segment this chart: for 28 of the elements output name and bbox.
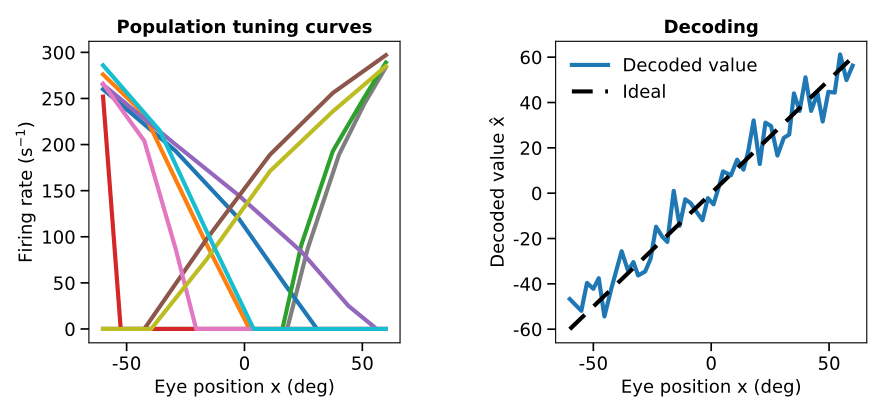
y-tick-label: 250 <box>42 92 75 106</box>
legend-label: Decoded value <box>624 58 757 72</box>
y-tick-label: 100 <box>43 230 75 244</box>
chart-title: Decoding <box>665 19 758 37</box>
y-axis-title: Firing rate (s$^{−1}$) <box>16 122 36 262</box>
y-tick-label: 150 <box>43 184 75 198</box>
y-tick-label: 0 <box>65 322 75 336</box>
x-tick-label: 50 <box>818 356 840 370</box>
y-tick-label: -40 <box>514 277 542 291</box>
x-tick-label: -50 <box>579 356 607 370</box>
y-tick-label: 60 <box>520 50 542 64</box>
y-tick-label: 0 <box>532 186 542 200</box>
y-tick-label: -60 <box>514 322 542 336</box>
y-tick-label: 300 <box>42 46 75 60</box>
y-tick-label: 50 <box>54 276 75 290</box>
chart-title: Population tuning curves <box>118 19 372 37</box>
x-tick-label: 0 <box>240 356 250 370</box>
y-tick-label: 20 <box>520 141 542 155</box>
y-tick-label: 200 <box>42 138 75 152</box>
y-axis-title: Decoded value x̂ <box>489 116 504 266</box>
y-tick-label: -20 <box>514 232 542 246</box>
legend-label: Ideal <box>624 84 665 98</box>
y-tick-label: 40 <box>520 96 542 110</box>
x-tick-label: 0 <box>706 356 716 370</box>
x-tick-label: -50 <box>112 356 140 370</box>
x-axis-title: Eye position x (deg) <box>156 379 334 396</box>
x-axis-title: Eye position x (deg) <box>622 379 800 396</box>
x-tick-label: 50 <box>352 356 373 370</box>
